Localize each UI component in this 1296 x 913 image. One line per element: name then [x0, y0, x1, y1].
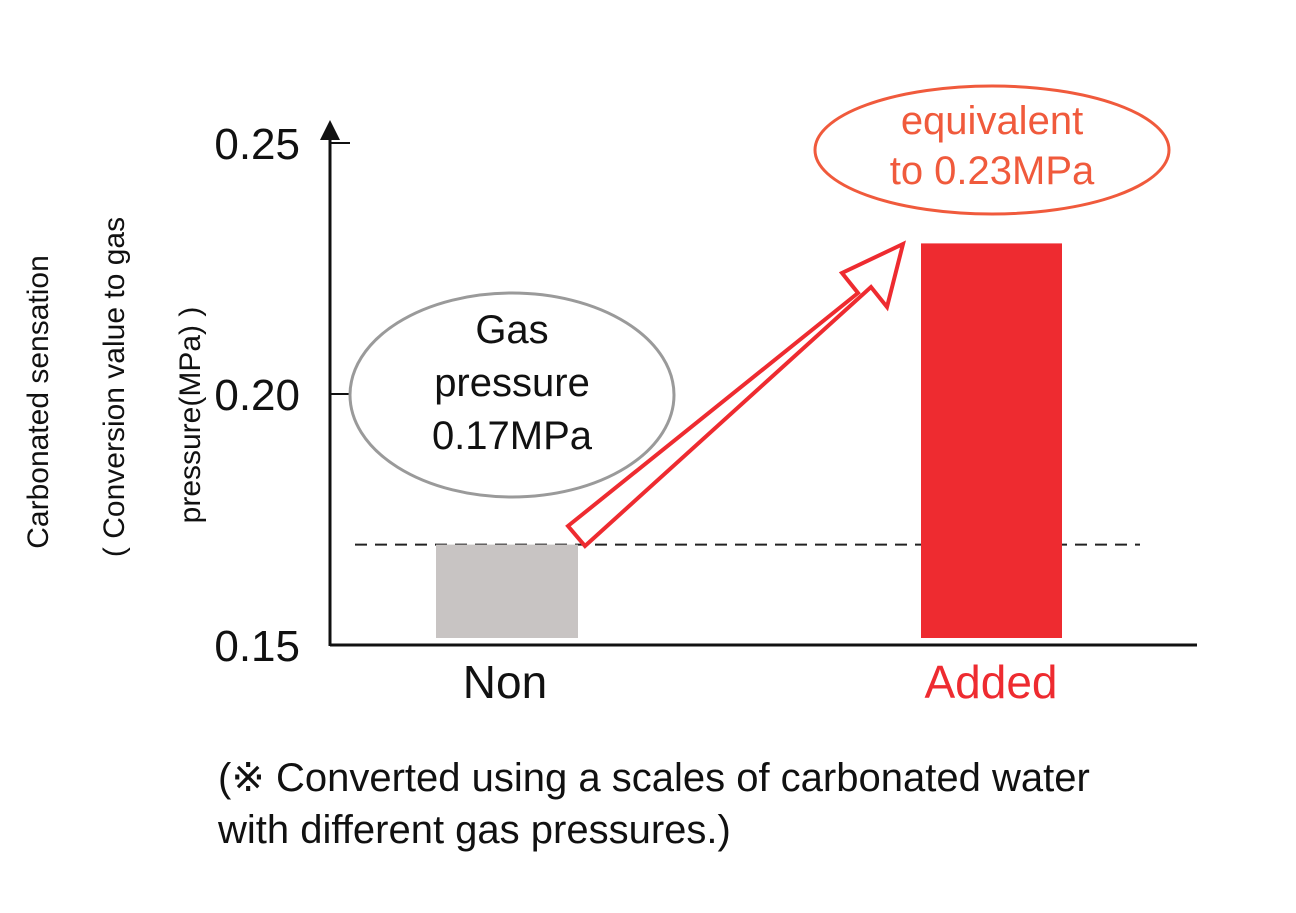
- equivalent-line-1: equivalent: [901, 99, 1083, 143]
- y-axis-title: Carbonated sensation ( Conversion value …: [22, 217, 207, 557]
- y-tick-label: 0.20: [214, 371, 300, 420]
- y-axis-arrow-icon: [320, 120, 340, 140]
- footnote-line-2: with different gas pressures.): [218, 808, 731, 852]
- bar-non: [436, 544, 578, 638]
- bubble-line-3: 0.17MPa: [432, 414, 593, 458]
- category-label-added: Added: [924, 656, 1057, 708]
- category-label-non: Non: [463, 656, 547, 708]
- y-tick-label: 0.15: [214, 622, 300, 671]
- bubble-line-2: pressure: [434, 361, 590, 405]
- increase-arrow-icon: [565, 240, 906, 549]
- gas-pressure-bubble: Gas pressure 0.17MPa: [348, 291, 676, 499]
- y-axis-title-line-3: pressure(MPa) ): [174, 307, 207, 524]
- equivalent-line-2: to 0.23MPa: [890, 149, 1095, 193]
- footnote-line-1: (※ Converted using a scales of carbonate…: [218, 756, 1090, 800]
- bar-added: [921, 243, 1062, 638]
- y-tick-label: 0.25: [214, 120, 300, 169]
- y-axis-title-line-1: Carbonated sensation: [22, 255, 55, 549]
- y-axis-title-line-2: ( Conversion value to gas: [98, 217, 131, 557]
- footnote: (※ Converted using a scales of carbonate…: [218, 752, 1278, 856]
- equivalent-bubble: equivalent to 0.23MPa: [813, 84, 1171, 216]
- bubble-line-1: Gas: [475, 308, 548, 352]
